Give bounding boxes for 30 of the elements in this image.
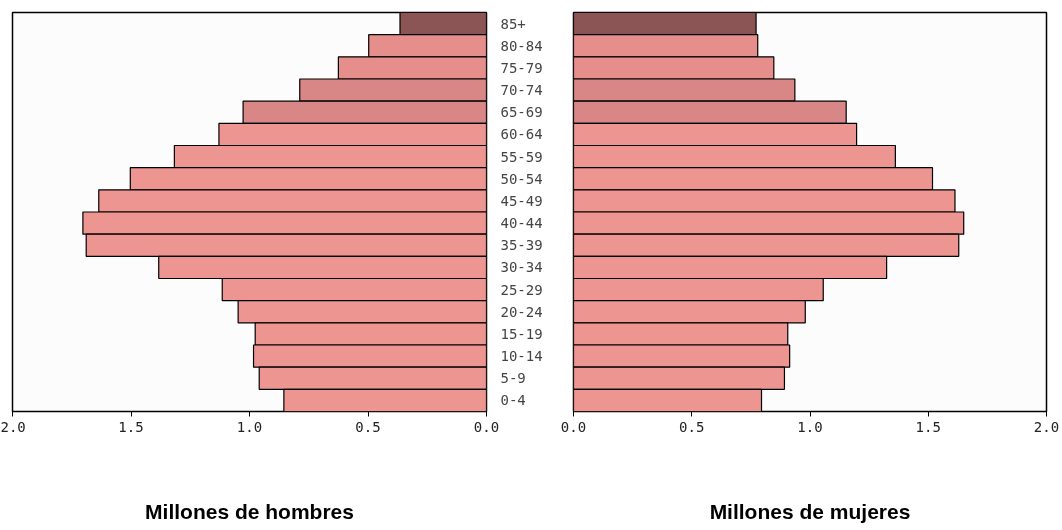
y-tick-label: 80-84 [500,37,543,54]
x-tick-label: 1.5 [118,418,144,435]
x-tick-label: 1.0 [236,418,263,435]
y-tick-label: 70-74 [500,82,543,99]
y-tick-label: 15-19 [500,325,543,342]
x-axis-title: Millones de mujeres [709,499,911,523]
y-tick-label: 60-64 [500,126,543,143]
y-tick-label: 75-79 [500,59,543,76]
y-tick-label: 45-49 [500,192,543,209]
y-tick-label: 50-54 [500,170,543,187]
y-tick-label: 55-59 [500,148,543,165]
y-tick-label: 65-69 [500,104,543,121]
y-tick-label: 40-44 [500,215,543,232]
x-tick-label: 0.0 [560,418,587,435]
x-tick-label: 0.5 [355,418,381,435]
x-tick-label: 1.5 [915,418,941,435]
y-tick-label: 5-9 [500,370,526,387]
x-axis-title: Millones de hombres [145,499,354,523]
x-tick-label: 1.0 [797,418,823,435]
y-tick-label: 85+ [500,15,526,32]
y-tick-label: 25-29 [500,281,543,298]
y-tick-label: 20-24 [500,303,543,320]
y-tick-label: 30-34 [500,259,543,276]
y-tick-label: 35-39 [500,237,543,254]
y-tick-label: 0-4 [500,392,526,409]
x-tick-label: 0.5 [679,418,705,435]
y-tick-label: 10-14 [500,348,543,365]
x-tick-label: 0.0 [473,418,500,435]
x-tick-label: 2.0 [0,418,26,435]
x-tick-label: 2.0 [1033,418,1060,435]
